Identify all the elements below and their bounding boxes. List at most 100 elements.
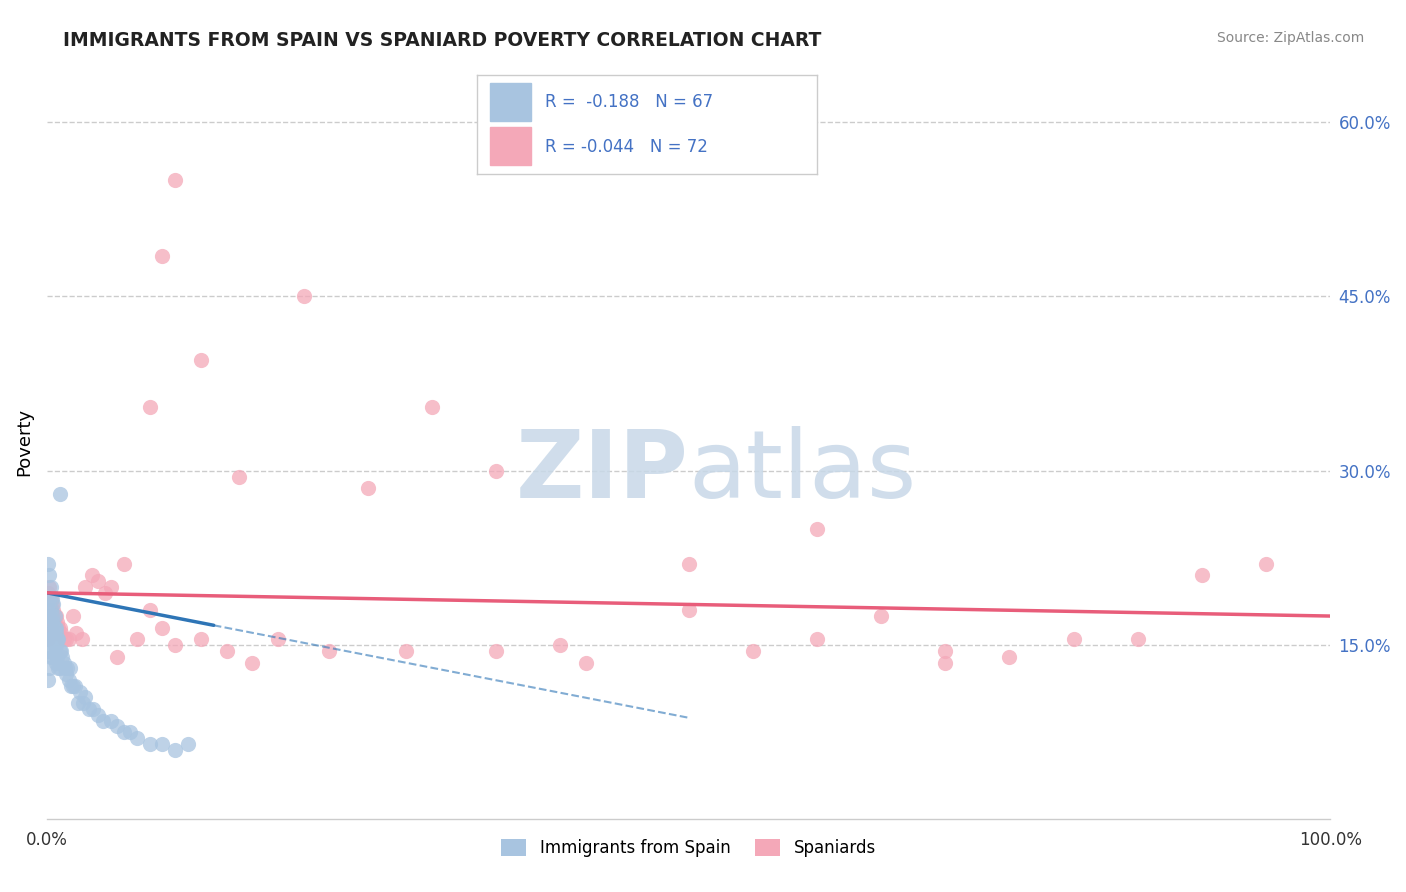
Point (59, 661, 82, 675)
Point (190, 353, 212, 368)
Point (45, 621, 67, 635)
Point (48, 644, 70, 658)
Point (46, 632, 69, 647)
Point (41, 644, 63, 658)
Point (75, 580, 97, 594)
Point (52, 632, 75, 647)
Point (48, 632, 70, 647)
Point (77, 702, 100, 716)
Point (38, 591, 60, 606)
Point (82, 702, 104, 716)
Text: ZIP: ZIP (516, 426, 689, 518)
Point (38, 598, 60, 612)
Point (107, 719, 129, 733)
Point (42, 632, 65, 647)
Point (1254, 557, 1277, 571)
Text: Source: ZipAtlas.com: Source: ZipAtlas.com (1216, 31, 1364, 45)
Point (38, 626, 60, 640)
Text: atlas: atlas (689, 426, 917, 518)
Point (48, 661, 70, 675)
Point (44, 621, 66, 635)
Point (58, 673, 80, 687)
Point (55, 667, 77, 681)
Point (48, 621, 70, 635)
Point (165, 742, 187, 756)
Point (41, 626, 63, 640)
Point (45, 609, 67, 624)
Point (215, 644, 238, 658)
Point (37, 603, 59, 617)
Point (112, 725, 135, 739)
Point (107, 649, 129, 664)
Point (138, 400, 160, 414)
Point (44, 638, 66, 652)
Point (51, 649, 73, 664)
Point (38, 568, 60, 582)
Point (58, 632, 80, 647)
Point (44, 626, 66, 640)
Point (42, 615, 65, 629)
Point (37, 644, 59, 658)
Point (1126, 632, 1149, 647)
Point (100, 714, 122, 728)
Point (44, 609, 66, 624)
Point (63, 679, 86, 693)
Point (318, 644, 340, 658)
Point (80, 568, 103, 582)
Point (55, 632, 77, 647)
Legend: Immigrants from Spain, Spaniards: Immigrants from Spain, Spaniards (495, 832, 883, 864)
Point (56, 661, 79, 675)
Point (395, 644, 418, 658)
Point (741, 644, 763, 658)
Point (37, 626, 59, 640)
Point (38, 580, 60, 594)
Point (45, 638, 67, 652)
Point (70, 632, 93, 647)
Point (39, 615, 62, 629)
Point (42, 603, 65, 617)
Point (53, 661, 76, 675)
Point (45, 656, 67, 670)
Point (41, 591, 63, 606)
Point (165, 638, 187, 652)
Point (138, 737, 160, 751)
Point (357, 481, 380, 495)
Point (38, 609, 60, 624)
Point (420, 400, 443, 414)
Point (44, 609, 66, 624)
Point (93, 714, 115, 728)
Point (52, 656, 75, 670)
Point (39, 632, 62, 647)
Point (46, 649, 69, 664)
Point (267, 632, 290, 647)
Point (39, 580, 62, 594)
Point (934, 644, 956, 658)
Point (37, 586, 59, 600)
Point (48, 621, 70, 635)
Point (165, 173, 187, 187)
Point (228, 469, 250, 483)
Point (42, 621, 65, 635)
Point (125, 731, 148, 745)
Point (37, 609, 59, 624)
Point (150, 621, 173, 635)
Point (485, 464, 508, 478)
Point (240, 656, 263, 670)
Point (45, 621, 67, 635)
Point (42, 598, 65, 612)
Point (38, 632, 60, 647)
Point (48, 661, 70, 675)
Point (38, 661, 60, 675)
Point (46, 632, 69, 647)
Point (37, 609, 59, 624)
Point (37, 598, 59, 612)
Point (37, 673, 59, 687)
Point (1191, 568, 1213, 582)
Point (112, 557, 135, 571)
Point (93, 586, 115, 600)
Point (150, 737, 173, 751)
Point (138, 603, 160, 617)
Text: IMMIGRANTS FROM SPAIN VS SPANIARD POVERTY CORRELATION CHART: IMMIGRANTS FROM SPAIN VS SPANIARD POVERT… (63, 31, 821, 50)
Point (87, 574, 110, 589)
Point (41, 615, 63, 629)
